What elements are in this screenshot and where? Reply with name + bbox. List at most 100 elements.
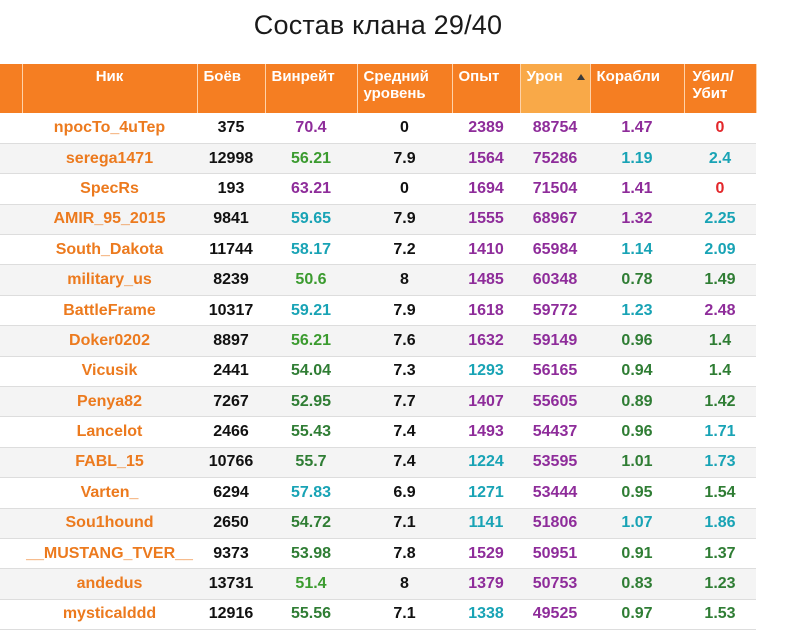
cell-avg-level: 0 [357, 173, 452, 205]
table-row[interactable]: military_us 8239 50.6 8 1485 60348 0.78 1.49 [0, 264, 756, 296]
column-header-ships[interactable]: Корабли [590, 64, 685, 113]
cell-avg-level: 7.6 [357, 325, 452, 357]
row-spacer [0, 538, 22, 570]
cell-ships: 0.91 [590, 538, 684, 570]
cell-nick[interactable]: AMIR_95_2015 [22, 204, 197, 236]
cell-nick[interactable]: __MUSTANG_TVER__ [22, 538, 197, 570]
table-row[interactable]: serega1471 12998 56.21 7.9 1564 75286 1.19 2.4 [0, 143, 756, 175]
cell-nick[interactable]: Penya82 [22, 386, 197, 418]
cell-avg-level: 7.2 [357, 234, 452, 266]
cell-winrate: 51.4 [265, 568, 357, 600]
cell-exp: 1338 [452, 599, 520, 631]
row-spacer [0, 356, 22, 388]
column-header-avg-level[interactable]: Средний уровень [357, 64, 453, 113]
cell-exp: 1485 [452, 264, 520, 296]
cell-ships: 0.95 [590, 477, 684, 509]
cell-exp: 2389 [452, 113, 520, 144]
table-row[interactable]: AMIR_95_2015 9841 59.65 7.9 1555 68967 1.32 2.2… [0, 204, 756, 236]
table-row[interactable]: npocTo_4uTep 375 70.4 0 2389 88754 1.47 0 [0, 113, 756, 144]
column-header-nick[interactable]: Ник [22, 64, 198, 113]
row-spacer [0, 447, 22, 479]
cell-exp: 1618 [452, 295, 520, 327]
column-header-battles[interactable]: Боёв [197, 64, 266, 113]
row-spacer [0, 508, 22, 539]
table-row[interactable]: mysticalddd 12916 55.56 7.1 1338 49525 0.97 1.5… [0, 599, 756, 631]
cell-battles: 13731 [197, 568, 265, 600]
row-spacer [0, 325, 22, 357]
cell-avg-level: 7.1 [357, 508, 452, 539]
table-row[interactable]: Sou1hound 2650 54.72 7.1 1141 51806 1.07 1.86 [0, 508, 756, 539]
cell-nick[interactable]: BattleFrame [22, 295, 197, 327]
cell-nick[interactable]: FABL_15 [22, 447, 197, 479]
cell-winrate: 59.65 [265, 204, 357, 236]
cell-winrate: 56.21 [265, 325, 357, 357]
column-header-winrate[interactable]: Винрейт [265, 64, 358, 113]
table-body: npocTo_4uTep 375 70.4 0 2389 88754 1.47 0 serega… [0, 113, 756, 631]
column-header-label: Боёв [203, 68, 242, 85]
cell-kill-death: 2.48 [684, 295, 756, 327]
cell-avg-level: 7.9 [357, 143, 452, 175]
cell-winrate: 52.95 [265, 386, 357, 418]
table-row[interactable]: Vicusik 2441 54.04 7.3 1293 56165 0.94 1.4 [0, 356, 756, 388]
cell-winrate: 57.83 [265, 477, 357, 509]
column-header-exp[interactable]: Опыт [452, 64, 521, 113]
cell-nick[interactable]: serega1471 [22, 143, 197, 175]
cell-nick[interactable]: mysticalddd [22, 599, 197, 631]
cell-nick[interactable]: SpecRs [22, 173, 197, 205]
cell-damage: 88754 [520, 113, 590, 144]
row-spacer [0, 416, 22, 448]
table-row[interactable]: Lancelot 2466 55.43 7.4 1493 54437 0.96 1.71 [0, 416, 756, 448]
row-spacer [0, 234, 22, 266]
cell-nick[interactable]: npocTo_4uTep [22, 113, 197, 144]
table-row[interactable]: Penya82 7267 52.95 7.7 1407 55605 0.89 1.42 [0, 386, 756, 418]
row-spacer [0, 599, 22, 631]
table-row[interactable]: BattleFrame 10317 59.21 7.9 1618 59772 1.23 2.4… [0, 295, 756, 327]
row-spacer [0, 295, 22, 327]
cell-exp: 1271 [452, 477, 520, 509]
cell-damage: 51806 [520, 508, 590, 539]
cell-winrate: 56.21 [265, 143, 357, 175]
table-row[interactable]: SpecRs 193 63.21 0 1694 71504 1.41 0 [0, 173, 756, 205]
cell-exp: 1493 [452, 416, 520, 448]
cell-ships: 1.32 [590, 204, 684, 236]
cell-damage: 53444 [520, 477, 590, 509]
column-header-label: Винрейт [271, 68, 335, 85]
cell-kill-death: 1.71 [684, 416, 756, 448]
cell-avg-level: 7.1 [357, 599, 452, 631]
table-row[interactable]: South_Dakota 11744 58.17 7.2 1410 65984 1.14 2.… [0, 234, 756, 266]
table-row[interactable]: andedus 13731 51.4 8 1379 50753 0.83 1.23 [0, 568, 756, 600]
column-header-label-line1: Средний [363, 68, 429, 85]
cell-damage: 59149 [520, 325, 590, 357]
cell-damage: 56165 [520, 356, 590, 388]
row-spacer [0, 386, 22, 418]
cell-exp: 1555 [452, 204, 520, 236]
cell-nick[interactable]: andedus [22, 568, 197, 600]
column-header-label-line2: уровень [363, 85, 426, 102]
cell-avg-level: 7.8 [357, 538, 452, 570]
cell-kill-death: 1.86 [684, 508, 756, 539]
row-spacer [0, 477, 22, 509]
cell-winrate: 59.21 [265, 295, 357, 327]
table-row[interactable]: Doker0202 8897 56.21 7.6 1632 59149 0.96 1.4 [0, 325, 756, 357]
cell-winrate: 54.04 [265, 356, 357, 388]
cell-nick[interactable]: South_Dakota [22, 234, 197, 266]
cell-nick[interactable]: Vicusik [22, 356, 197, 388]
cell-exp: 1410 [452, 234, 520, 266]
column-header-kill-death[interactable]: Убил/Убит [684, 64, 757, 113]
cell-battles: 8239 [197, 264, 265, 296]
cell-nick[interactable]: Doker0202 [22, 325, 197, 357]
cell-avg-level: 8 [357, 264, 452, 296]
cell-nick[interactable]: Varten_ [22, 477, 197, 509]
cell-avg-level: 6.9 [357, 477, 452, 509]
cell-ships: 1.07 [590, 508, 684, 539]
table-row[interactable]: FABL_15 10766 55.7 7.4 1224 53595 1.01 1.73 [0, 447, 756, 479]
cell-nick[interactable]: military_us [22, 264, 197, 296]
table-row[interactable]: __MUSTANG_TVER__ 9373 53.98 7.8 1529 50951 0.9… [0, 538, 756, 570]
column-header-damage[interactable]: Урон [520, 64, 591, 113]
cell-damage: 54437 [520, 416, 590, 448]
table-row[interactable]: Varten_ 6294 57.83 6.9 1271 53444 0.95 1.54 [0, 477, 756, 509]
cell-nick[interactable]: Sou1hound [22, 508, 197, 539]
cell-ships: 0.89 [590, 386, 684, 418]
cell-ships: 1.01 [590, 447, 684, 479]
cell-nick[interactable]: Lancelot [22, 416, 197, 448]
